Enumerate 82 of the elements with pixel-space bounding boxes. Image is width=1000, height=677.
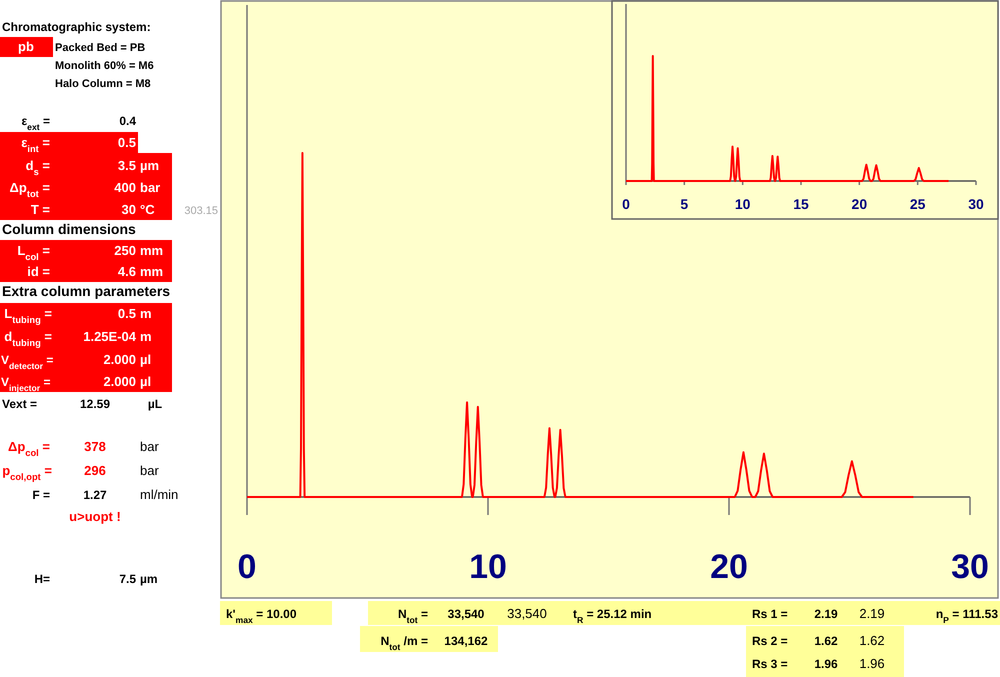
text: 0.5 bbox=[118, 306, 136, 321]
x-tick-label: 30 bbox=[968, 196, 984, 212]
text: bar bbox=[140, 180, 160, 195]
text: Column dimensions bbox=[2, 221, 136, 237]
text: 0.4 bbox=[119, 114, 136, 128]
text: 1.96 bbox=[859, 656, 885, 671]
text: µl bbox=[140, 374, 152, 389]
text: pb bbox=[18, 39, 34, 54]
text: H= bbox=[34, 572, 50, 586]
text: 3.5 bbox=[118, 158, 136, 173]
x-tick-label: 0 bbox=[622, 196, 630, 212]
text: T = bbox=[30, 202, 50, 217]
text: n$_{P}$ = 111.53 bbox=[936, 607, 998, 625]
x-tick-label: 20 bbox=[852, 196, 868, 212]
text: V$_{detector}$ = bbox=[1, 353, 54, 371]
x-tick-label: 0 bbox=[238, 548, 256, 586]
text: µm bbox=[140, 572, 158, 586]
text: 296 bbox=[84, 463, 106, 478]
text: 2.19 bbox=[859, 606, 885, 621]
text: N$_{tot}$ = bbox=[398, 607, 428, 625]
text: 303.15 bbox=[184, 205, 218, 217]
text: Packed Bed = PB bbox=[55, 42, 146, 54]
text: µl bbox=[140, 352, 152, 367]
text: 33,540 bbox=[448, 607, 485, 621]
text: 400 bbox=[114, 180, 136, 195]
text: m bbox=[140, 306, 152, 321]
text: 1.62 bbox=[859, 633, 885, 648]
text: bar bbox=[140, 463, 160, 478]
text: 33,540 bbox=[507, 606, 547, 621]
x-tick-label: 15 bbox=[793, 196, 809, 212]
text: µL bbox=[148, 397, 162, 411]
x-tick-label: 20 bbox=[710, 548, 748, 586]
text: mm bbox=[140, 243, 164, 258]
text: ε$_{int}$ = bbox=[21, 135, 50, 154]
text: Monolith 60% = M6 bbox=[55, 60, 154, 72]
text: Rs 2 = bbox=[752, 634, 788, 648]
text: t$_{R}$ = 25.12 min bbox=[573, 607, 652, 625]
text: bar bbox=[140, 439, 160, 454]
text: Extra column parameters bbox=[2, 283, 170, 299]
text: p$_{col,opt}$ = bbox=[2, 463, 52, 482]
text: L$_{col}$ = bbox=[17, 243, 50, 262]
text: F = bbox=[32, 488, 50, 502]
text: Chromatographic system: bbox=[2, 20, 151, 34]
text: Rs 1 = bbox=[752, 607, 788, 621]
text: k'$_{max}$ = 10.00 bbox=[226, 607, 297, 625]
text: V$_{injector}$ = bbox=[1, 375, 51, 393]
text: 0.5 bbox=[118, 135, 136, 150]
text: m bbox=[140, 329, 152, 344]
text: Halo Column = M8 bbox=[55, 78, 151, 90]
text: 250 bbox=[114, 243, 136, 258]
text: ε$_{ext}$ = bbox=[21, 114, 50, 132]
text: °C bbox=[140, 202, 156, 217]
text: 4.6 bbox=[118, 264, 136, 279]
text: ml/min bbox=[140, 487, 178, 502]
text: 2.000 bbox=[103, 374, 136, 389]
text: 134,162 bbox=[444, 634, 488, 648]
text: N$_{tot}$/m = bbox=[380, 634, 428, 652]
text: mm bbox=[140, 264, 164, 279]
text: u>uopt ! bbox=[69, 509, 121, 524]
text: Δp$_{tot}$ = bbox=[10, 180, 50, 199]
text: Rs 3 = bbox=[752, 657, 788, 671]
text: 7.5 bbox=[119, 572, 136, 586]
text: d$_{tubing}$ = bbox=[4, 329, 52, 348]
x-tick-label: 25 bbox=[910, 196, 926, 212]
x-tick-label: 10 bbox=[734, 196, 751, 212]
x-tick-label: 30 bbox=[951, 548, 989, 586]
text: 12.59 bbox=[80, 397, 110, 411]
text: 1.27 bbox=[83, 488, 107, 502]
text: 2.19 bbox=[814, 607, 838, 621]
text: 1.62 bbox=[814, 634, 838, 648]
text: 378 bbox=[84, 439, 106, 454]
text: 2.000 bbox=[103, 352, 136, 367]
text: Δp$_{col}$ = bbox=[8, 439, 50, 458]
text: 1.96 bbox=[814, 657, 838, 671]
text: d$_{s}$ = bbox=[26, 158, 50, 177]
x-tick-label: 5 bbox=[680, 196, 688, 212]
text: Vext = bbox=[2, 397, 38, 411]
x-tick-label: 10 bbox=[469, 548, 507, 586]
text: 1.25E-04 bbox=[83, 329, 137, 344]
text: L$_{tubing}$ = bbox=[4, 306, 52, 325]
text: µm bbox=[140, 158, 160, 173]
text: id = bbox=[27, 264, 50, 279]
